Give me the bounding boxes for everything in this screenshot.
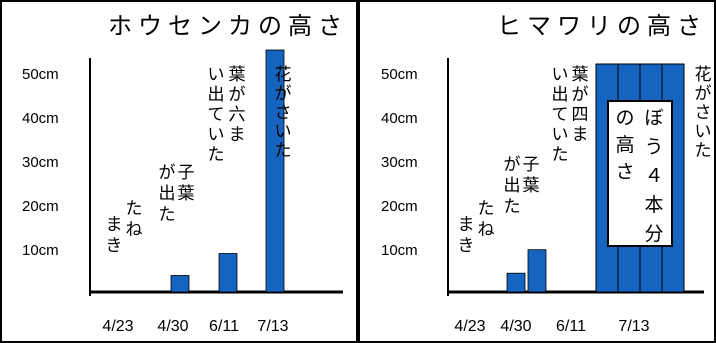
y-tick-label: 50cm	[381, 66, 418, 83]
annotation: たね	[126, 199, 143, 240]
bar	[527, 249, 547, 293]
annotation: 葉が六ま	[229, 65, 246, 145]
bar	[218, 253, 238, 293]
y-tick-label: 40cm	[381, 110, 418, 127]
x-tick-label: 7/13	[257, 318, 288, 335]
annotation: い出ていた	[552, 65, 569, 165]
bar	[265, 49, 285, 293]
x-tick-label: 6/11	[209, 318, 239, 335]
annotation: まき	[106, 215, 123, 256]
annotation: 花がさいた	[695, 65, 712, 161]
box-label-line-1: ぼう４本分	[644, 107, 663, 245]
y-tick-label: 50cm	[22, 66, 59, 83]
annotation: 花がさいた	[275, 65, 292, 161]
houseka-chart: ホウセンカの高さ 10cm 20cm 30cm 40cm 50cm 4/23 4/30 6/11…	[22, 12, 348, 335]
box-label-line-2: の高さ	[615, 107, 634, 183]
annotation: 子葉	[523, 155, 540, 196]
y-tick-label: 10cm	[22, 242, 59, 259]
bar	[506, 272, 526, 293]
himawari-chart: ヒマワリの高さ 10cm 20cm 30cm 40cm 50cm 4/23 4/30 6/11 7…	[381, 12, 712, 335]
x-tick-label: 4/23	[454, 318, 485, 335]
y-tick-label: 20cm	[22, 198, 59, 215]
y-tick-label: 20cm	[381, 198, 418, 215]
y-tick-label: 40cm	[22, 110, 59, 127]
annotation: い出ていた	[208, 65, 225, 165]
annotation: 子葉	[178, 163, 195, 204]
y-tick-label: 10cm	[381, 242, 418, 259]
x-tick-label: 6/11	[556, 318, 586, 335]
box-label-frame	[607, 100, 673, 247]
bar	[170, 275, 190, 293]
annotation: 葉が四ま	[572, 65, 589, 145]
annotation: まき	[458, 215, 475, 256]
annotation: が出た	[159, 163, 176, 225]
chart-title: ヒマワリの高さ	[497, 12, 707, 40]
x-tick-label: 4/23	[102, 318, 133, 335]
chart-title: ホウセンカの高さ	[108, 12, 348, 40]
x-tick-label: 4/30	[500, 318, 531, 335]
annotation: が出た	[504, 155, 521, 217]
x-tick-label: 4/30	[157, 318, 188, 335]
annotation: たね	[478, 199, 495, 240]
x-tick-label: 7/13	[618, 318, 649, 335]
y-tick-label: 30cm	[22, 154, 59, 171]
y-tick-label: 30cm	[381, 154, 418, 171]
